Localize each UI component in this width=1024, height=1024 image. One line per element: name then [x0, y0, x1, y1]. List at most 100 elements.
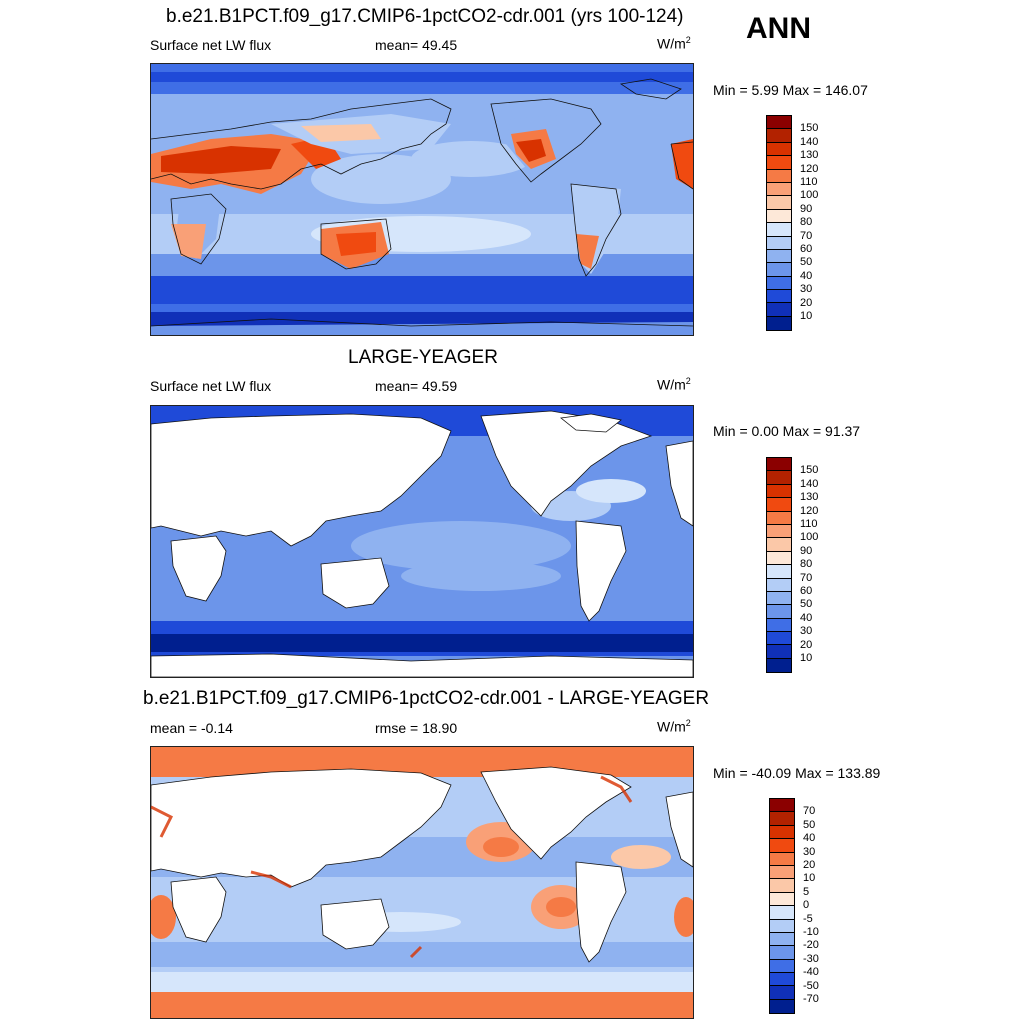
colorbar-segment [767, 645, 791, 659]
panel1-minmax: Min = 5.99 Max = 146.07 [713, 82, 868, 98]
panel3-colorbar-scale [769, 798, 795, 1015]
colorbar-tick-label: 150 [800, 122, 819, 135]
colorbar-tick-label: -40 [803, 966, 819, 979]
colorbar-segment [767, 129, 791, 143]
colorbar-tick-label: 50 [803, 818, 816, 831]
colorbar-tick-label: 110 [800, 518, 818, 530]
colorbar-tick-label: 110 [800, 176, 818, 188]
colorbar-segment [767, 303, 791, 317]
colorbar-segment [770, 865, 794, 880]
colorbar-tick-label: 60 [800, 585, 813, 597]
colorbar-segment [767, 182, 791, 197]
colorbar-segment [770, 879, 794, 893]
colorbar-tick-label: 150 [800, 464, 819, 477]
panel1-title: b.e21.B1PCT.f09_g17.CMIP6-1pctCO2-cdr.00… [166, 6, 684, 27]
colorbar-tick-label: 20 [800, 638, 813, 651]
colorbar-tick-label: 90 [800, 202, 813, 215]
colorbar-tick-label: 50 [800, 598, 813, 611]
colorbar-segment [770, 999, 794, 1014]
panel1-colorbar-scale [766, 115, 792, 332]
panel2-variable-label: Surface net LW flux [150, 378, 272, 394]
colorbar-tick-label: 70 [800, 229, 813, 242]
colorbar-segment [770, 839, 794, 853]
panel2-colorbar-scale [766, 457, 792, 674]
colorbar-tick-label: 60 [800, 243, 813, 255]
colorbar-segment [770, 986, 794, 1000]
panel1-variable-label: Surface net LW flux [150, 37, 272, 53]
panel3-unit: W/m2 [657, 718, 691, 735]
colorbar-segment [767, 484, 791, 499]
colorbar-tick-label: 20 [800, 296, 813, 309]
colorbar-segment [767, 498, 791, 512]
panel2-mean-label: mean= 49.59 [375, 378, 458, 394]
colorbar-tick-label: 10 [800, 310, 813, 322]
colorbar-tick-label: 70 [803, 805, 816, 818]
panel1-mean-label: mean= 49.45 [375, 37, 458, 53]
colorbar-segment [770, 906, 794, 920]
panel3-rmse-label: rmse = 18.90 [375, 720, 458, 736]
colorbar-segment [767, 538, 791, 552]
panel1-map [150, 63, 694, 336]
panel1-unit: W/m2 [657, 35, 691, 52]
colorbar-segment [767, 658, 791, 673]
colorbar-segment [767, 551, 791, 566]
panel2-title: LARGE-YEAGER [348, 347, 498, 368]
colorbar-tick-label: -30 [803, 952, 819, 965]
colorbar-tick-label: 130 [800, 149, 819, 162]
colorbar-segment [767, 524, 791, 539]
colorbar-tick-label: -20 [803, 939, 819, 952]
colorbar-tick-label: 40 [800, 269, 813, 282]
colorbar-tick-label: 100 [800, 189, 819, 202]
colorbar-segment [767, 263, 791, 277]
colorbar-segment [767, 471, 791, 485]
colorbar-tick-label: 40 [800, 611, 813, 624]
colorbar-tick-label: 20 [803, 859, 816, 871]
colorbar-tick-label: 70 [800, 571, 813, 584]
colorbar-segment [767, 458, 791, 472]
colorbar-segment [770, 812, 794, 826]
colorbar-tick-label: 130 [800, 491, 819, 504]
panel3-title: b.e21.B1PCT.f09_g17.CMIP6-1pctCO2-cdr.00… [143, 688, 710, 709]
colorbar-segment [767, 290, 791, 304]
colorbar-segment [767, 632, 791, 646]
colorbar-segment [767, 223, 791, 237]
colorbar-segment [770, 825, 794, 840]
colorbar-segment [767, 196, 791, 210]
colorbar-segment [767, 511, 791, 525]
colorbar-segment [770, 959, 794, 974]
colorbar-segment [767, 236, 791, 250]
colorbar-segment [770, 852, 794, 866]
colorbar-segment [767, 249, 791, 264]
colorbar-segment [770, 946, 794, 960]
colorbar-segment [767, 565, 791, 579]
colorbar-tick-label: 30 [800, 625, 813, 638]
colorbar-segment [770, 932, 794, 947]
colorbar-segment [767, 618, 791, 633]
colorbar-tick-label: 5 [803, 885, 810, 898]
colorbar-tick-label: -10 [803, 926, 819, 938]
colorbar-tick-label: -50 [803, 979, 819, 992]
colorbar-segment [770, 919, 794, 933]
colorbar-segment [770, 799, 794, 813]
panel2-minmax: Min = 0.00 Max = 91.37 [713, 423, 861, 439]
colorbar-tick-label: -5 [803, 912, 813, 925]
colorbar-segment [767, 605, 791, 619]
season-label: ANN [746, 12, 811, 45]
colorbar-tick-label: 140 [800, 477, 819, 490]
colorbar-tick-label: -70 [803, 993, 819, 1005]
colorbar-tick-label: 50 [800, 256, 813, 269]
panel2-unit: W/m2 [657, 376, 691, 393]
panel2-map [150, 405, 694, 678]
colorbar-tick-label: 40 [803, 832, 816, 845]
colorbar-tick-label: 30 [800, 283, 813, 296]
colorbar-segment [770, 973, 794, 987]
colorbar-segment [770, 892, 794, 907]
colorbar-tick-label: 0 [803, 899, 810, 912]
colorbar-tick-label: 80 [800, 558, 813, 571]
colorbar-segment [767, 578, 791, 592]
panel3-map [150, 746, 694, 1019]
colorbar-segment [767, 169, 791, 183]
colorbar-segment [767, 276, 791, 291]
colorbar-segment [767, 116, 791, 130]
colorbar-segment [767, 591, 791, 606]
